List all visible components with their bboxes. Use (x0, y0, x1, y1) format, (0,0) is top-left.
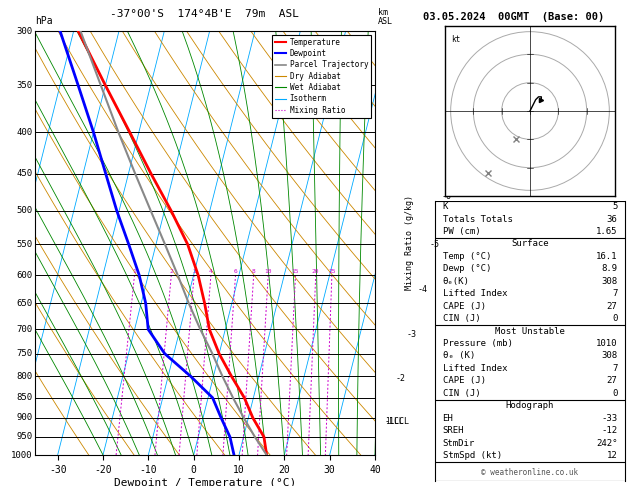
Legend: Temperature, Dewpoint, Parcel Trajectory, Dry Adiabat, Wet Adiabat, Isotherm, Mi: Temperature, Dewpoint, Parcel Trajectory… (272, 35, 371, 118)
Text: -4: -4 (418, 285, 428, 294)
Text: 1.65: 1.65 (596, 227, 618, 236)
Text: CAPE (J): CAPE (J) (443, 302, 486, 311)
Text: km
ASL: km ASL (378, 8, 393, 26)
Text: -3: -3 (407, 330, 416, 339)
Text: 20: 20 (312, 269, 320, 274)
Text: θₑ(K): θₑ(K) (443, 277, 469, 286)
Text: Lifted Index: Lifted Index (443, 364, 507, 373)
Text: StmDir: StmDir (443, 438, 475, 448)
Text: 8: 8 (252, 269, 255, 274)
Text: 800: 800 (16, 372, 33, 381)
Text: 1: 1 (133, 269, 136, 274)
Text: -33: -33 (601, 414, 618, 423)
Text: 400: 400 (16, 128, 33, 137)
Text: 450: 450 (16, 169, 33, 178)
Text: -37°00'S  174°4B'E  79m  ASL: -37°00'S 174°4B'E 79m ASL (111, 9, 299, 19)
Text: 700: 700 (16, 325, 33, 334)
Text: 5: 5 (612, 202, 618, 211)
Text: 1010: 1010 (596, 339, 618, 348)
Text: 300: 300 (16, 27, 33, 35)
Text: Mixing Ratio (g/kg): Mixing Ratio (g/kg) (405, 195, 414, 291)
Text: StmSpd (kt): StmSpd (kt) (443, 451, 502, 460)
Text: Dewp (°C): Dewp (°C) (443, 264, 491, 273)
Text: K: K (443, 202, 448, 211)
Text: CIN (J): CIN (J) (443, 314, 480, 323)
Text: 03.05.2024  00GMT  (Base: 00): 03.05.2024 00GMT (Base: 00) (423, 12, 604, 22)
Text: -12: -12 (601, 426, 618, 435)
Text: 1LCL: 1LCL (385, 417, 403, 426)
Text: 4: 4 (209, 269, 213, 274)
Text: Surface: Surface (511, 240, 549, 248)
Text: 550: 550 (16, 240, 33, 249)
Text: θₑ (K): θₑ (K) (443, 351, 475, 361)
Text: CAPE (J): CAPE (J) (443, 376, 486, 385)
Text: 0: 0 (612, 314, 618, 323)
Text: 600: 600 (16, 271, 33, 279)
Text: 750: 750 (16, 349, 33, 358)
Text: 500: 500 (16, 207, 33, 215)
Text: 7: 7 (612, 289, 618, 298)
Text: 7: 7 (612, 364, 618, 373)
Text: 350: 350 (16, 81, 33, 90)
Text: PW (cm): PW (cm) (443, 227, 480, 236)
X-axis label: Dewpoint / Temperature (°C): Dewpoint / Temperature (°C) (114, 478, 296, 486)
Text: Most Unstable: Most Unstable (495, 327, 565, 335)
Text: 15: 15 (292, 269, 299, 274)
Text: © weatheronline.co.uk: © weatheronline.co.uk (481, 468, 579, 477)
Text: -7: -7 (454, 141, 464, 150)
Text: SREH: SREH (443, 426, 464, 435)
Text: Pressure (mb): Pressure (mb) (443, 339, 513, 348)
Text: 242°: 242° (596, 438, 618, 448)
Text: 27: 27 (606, 302, 618, 311)
Text: -2: -2 (396, 374, 406, 383)
Text: 1000: 1000 (11, 451, 33, 459)
Text: 27: 27 (606, 376, 618, 385)
Text: 850: 850 (16, 393, 33, 402)
Text: Temp (°C): Temp (°C) (443, 252, 491, 261)
Text: -1LCL: -1LCL (385, 417, 409, 426)
Text: 6: 6 (233, 269, 237, 274)
Text: kt: kt (450, 35, 460, 44)
Text: Lifted Index: Lifted Index (443, 289, 507, 298)
Text: -5: -5 (430, 240, 439, 249)
Text: EH: EH (443, 414, 454, 423)
Text: 10: 10 (264, 269, 272, 274)
Text: 8.9: 8.9 (601, 264, 618, 273)
Text: -8: -8 (468, 86, 478, 95)
Text: 308: 308 (601, 351, 618, 361)
Text: CIN (J): CIN (J) (443, 389, 480, 398)
Text: 900: 900 (16, 414, 33, 422)
Text: 3: 3 (192, 269, 196, 274)
Text: 650: 650 (16, 299, 33, 308)
Text: 308: 308 (601, 277, 618, 286)
Text: 0: 0 (612, 389, 618, 398)
Text: 12: 12 (606, 451, 618, 460)
Text: 950: 950 (16, 433, 33, 441)
Text: 2: 2 (169, 269, 173, 274)
Text: 25: 25 (328, 269, 336, 274)
Text: Totals Totals: Totals Totals (443, 214, 513, 224)
Text: Hodograph: Hodograph (506, 401, 554, 410)
Text: -6: -6 (442, 192, 452, 201)
Text: hPa: hPa (35, 16, 53, 26)
Text: 36: 36 (606, 214, 618, 224)
Text: 16.1: 16.1 (596, 252, 618, 261)
